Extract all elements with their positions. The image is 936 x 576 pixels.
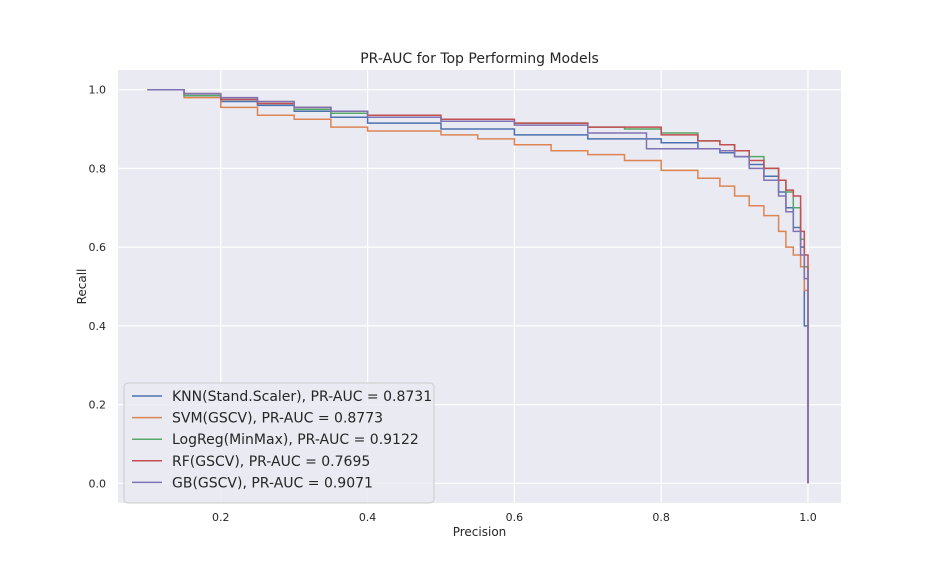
x-axis-ticks: 0.2 0.4 0.6 0.8 1.0 [212,511,817,524]
x-tick-label: 0.8 [652,511,670,524]
legend-entry: SVM(GSCV), PR-AUC = 0.8773 [172,411,383,427]
y-tick-label: 0.0 [89,477,107,490]
x-tick-label: 0.2 [212,511,230,524]
y-tick-label: 0.2 [89,399,107,412]
y-axis-ticks: 0.0 0.2 0.4 0.6 0.8 1.0 [89,84,107,491]
series-line-4 [147,88,809,484]
legend-entry: GB(GSCV), PR-AUC = 0.9071 [172,475,373,491]
legend-entry: LogReg(MinMax), PR-AUC = 0.9122 [172,432,419,448]
series-line-1 [147,88,809,484]
x-axis-label: Precision [453,525,507,539]
y-tick-label: 0.8 [89,162,107,175]
legend-entry: KNN(Stand.Scaler), PR-AUC = 0.8731 [172,389,432,405]
legend: KNN(Stand.Scaler), PR-AUC = 0.8731 SVM(GS… [123,382,435,504]
y-tick-label: 1.0 [89,84,107,97]
x-tick-label: 0.6 [506,511,524,524]
y-tick-label: 0.4 [89,320,107,333]
chart-title: PR-AUC for Top Performing Models [360,51,599,67]
series-lines [147,88,809,484]
x-tick-label: 0.4 [359,511,377,524]
legend-entry: RF(GSCV), PR-AUC = 0.7695 [172,454,370,470]
y-tick-label: 0.6 [89,241,107,254]
x-tick-label: 1.0 [799,511,817,524]
legend-box [123,382,435,504]
y-axis-label: Recall [75,269,89,305]
